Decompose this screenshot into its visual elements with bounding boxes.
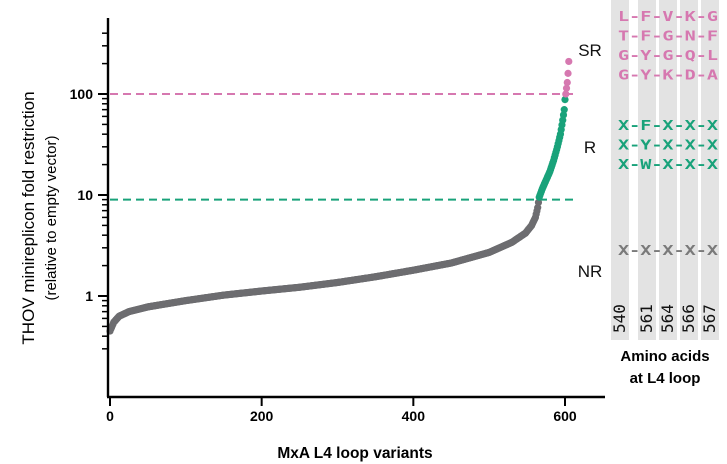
amino-acid-title-line2: at L4 loop: [630, 370, 701, 387]
sr-sequence: G-Y-K-D-A: [618, 69, 718, 84]
position-label-540: 540: [610, 304, 629, 333]
data-point-r: [559, 111, 568, 119]
y-tick-label-10: 10: [77, 187, 93, 203]
aa-column-566: [680, 0, 698, 340]
data-points: [106, 57, 573, 335]
y-ticks: 1 10 100: [70, 32, 108, 350]
x-tick-label-200: 200: [250, 408, 274, 424]
amino-acid-sequences: L-F-V-K-G T-F-G-N-F G-Y-G-Q-L G-Y-K-D-A X-F-…: [618, 10, 718, 259]
aa-column-564: [659, 0, 677, 340]
y-tick-label-100: 100: [70, 86, 94, 102]
aa-column-540: [611, 0, 629, 340]
data-point-sr: [564, 69, 572, 77]
sr-sequence: G-Y-G-Q-L: [618, 49, 718, 64]
r-sequence: X-F-X-X-X: [618, 119, 718, 134]
amino-acid-positions: 540 561 564 566 567: [610, 304, 719, 333]
data-point-sr: [565, 57, 573, 66]
x-ticks: 0 200 400 600: [106, 397, 577, 424]
sr-sequence: L-F-V-K-G: [618, 10, 718, 25]
data-point-r: [561, 96, 569, 104]
data-point-sr: [563, 78, 571, 87]
nr-sequence: X-X-X-X-X: [618, 244, 718, 259]
category-label-nr: NR: [578, 262, 603, 281]
data-point-sr: [562, 90, 570, 98]
aa-column-561: [638, 0, 656, 340]
data-point-r: [559, 116, 567, 124]
amino-acid-columns: [611, 0, 719, 340]
y-tick-label-1: 1: [85, 288, 93, 304]
r-sequence: X-W-X-X-X: [618, 158, 718, 173]
category-label-sr: SR: [578, 41, 602, 60]
r-sequence: X-Y-X-X-X: [618, 139, 718, 154]
position-label-566: 566: [679, 304, 698, 333]
threshold-lines: [110, 93, 575, 201]
position-label-567: 567: [700, 304, 719, 333]
y-axis-label: THOV minireplicon fold restriction: [19, 91, 38, 344]
position-label-564: 564: [658, 304, 677, 333]
category-label-r: R: [584, 138, 596, 157]
amino-acid-title-line1: Amino acids: [620, 348, 709, 365]
x-tick-label-0: 0: [106, 408, 114, 424]
data-point-r: [560, 106, 568, 114]
x-tick-label-600: 600: [553, 408, 577, 424]
x-axis-label: MxA L4 loop variants: [277, 445, 432, 462]
y-axis-sublabel: (relative to empty vector): [43, 135, 60, 300]
aa-column-567: [701, 0, 719, 340]
position-label-561: 561: [637, 304, 656, 333]
x-tick-label-400: 400: [402, 408, 426, 424]
sr-sequence: T-F-G-N-F: [618, 30, 718, 45]
data-point-sr: [562, 84, 571, 92]
